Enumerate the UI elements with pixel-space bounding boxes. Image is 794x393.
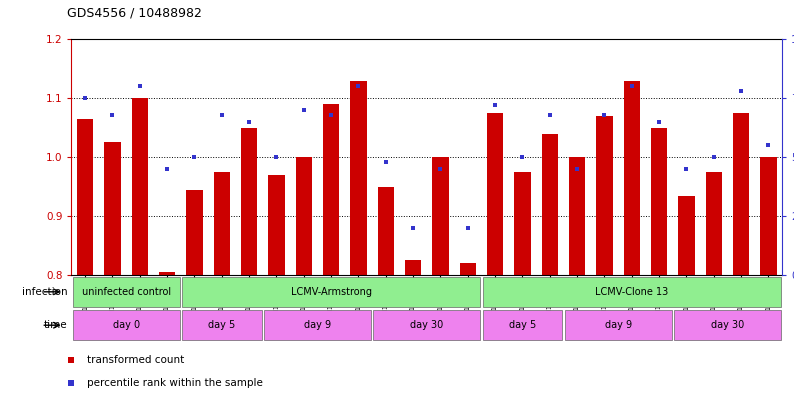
Bar: [295, 157, 312, 275]
Bar: [623, 81, 640, 275]
Bar: [432, 157, 449, 275]
Text: percentile rank within the sample: percentile rank within the sample: [87, 378, 264, 388]
Text: day 0: day 0: [113, 320, 140, 330]
Bar: [264, 310, 371, 340]
Bar: [132, 98, 148, 275]
Bar: [159, 272, 175, 275]
Text: transformed count: transformed count: [87, 355, 184, 365]
Bar: [104, 143, 121, 275]
Bar: [72, 310, 179, 340]
Bar: [460, 263, 476, 275]
Text: day 9: day 9: [604, 320, 632, 330]
Bar: [515, 172, 530, 275]
Bar: [214, 172, 230, 275]
Bar: [187, 190, 202, 275]
Bar: [542, 134, 558, 275]
Bar: [678, 196, 695, 275]
Bar: [373, 310, 480, 340]
Text: infection: infection: [22, 287, 67, 297]
Bar: [733, 113, 750, 275]
Bar: [706, 172, 722, 275]
Bar: [760, 157, 777, 275]
Bar: [487, 113, 503, 275]
Text: GDS4556 / 10488982: GDS4556 / 10488982: [67, 7, 202, 20]
Bar: [72, 277, 179, 307]
Text: day 5: day 5: [509, 320, 536, 330]
Bar: [241, 128, 257, 275]
Bar: [182, 310, 262, 340]
Text: day 9: day 9: [304, 320, 331, 330]
Text: LCMV-Armstrong: LCMV-Armstrong: [291, 287, 372, 297]
Text: time: time: [44, 320, 67, 330]
Text: day 30: day 30: [711, 320, 744, 330]
Bar: [651, 128, 667, 275]
Bar: [405, 261, 422, 275]
Bar: [483, 310, 562, 340]
Bar: [182, 277, 480, 307]
Bar: [378, 187, 394, 275]
Bar: [77, 119, 94, 275]
Bar: [350, 81, 367, 275]
Text: day 30: day 30: [410, 320, 443, 330]
Bar: [483, 277, 781, 307]
Bar: [565, 310, 672, 340]
Text: day 5: day 5: [208, 320, 235, 330]
Bar: [323, 104, 339, 275]
Bar: [268, 175, 285, 275]
Bar: [674, 310, 781, 340]
Text: LCMV-Clone 13: LCMV-Clone 13: [596, 287, 669, 297]
Bar: [596, 116, 613, 275]
Bar: [569, 157, 585, 275]
Text: uninfected control: uninfected control: [82, 287, 171, 297]
